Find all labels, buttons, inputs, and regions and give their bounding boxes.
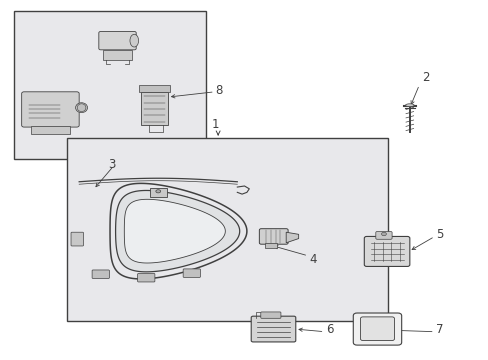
FancyBboxPatch shape (21, 92, 79, 127)
FancyBboxPatch shape (15, 11, 206, 159)
FancyBboxPatch shape (352, 313, 401, 345)
Text: 7: 7 (435, 323, 443, 337)
Ellipse shape (381, 232, 386, 236)
Polygon shape (285, 232, 298, 243)
FancyBboxPatch shape (251, 316, 295, 342)
FancyBboxPatch shape (260, 312, 280, 318)
FancyBboxPatch shape (360, 317, 394, 341)
Polygon shape (124, 199, 225, 263)
Text: 1: 1 (212, 118, 219, 131)
Text: 6: 6 (325, 323, 333, 337)
FancyBboxPatch shape (67, 138, 387, 321)
FancyBboxPatch shape (149, 188, 166, 197)
FancyBboxPatch shape (259, 229, 287, 244)
FancyBboxPatch shape (99, 31, 136, 50)
FancyBboxPatch shape (264, 243, 277, 248)
Text: 2: 2 (421, 71, 428, 84)
Ellipse shape (156, 190, 160, 193)
FancyBboxPatch shape (31, 126, 69, 134)
Ellipse shape (405, 104, 413, 107)
Text: 3: 3 (107, 158, 115, 171)
FancyBboxPatch shape (183, 269, 200, 277)
Text: 8: 8 (215, 84, 223, 96)
Ellipse shape (130, 34, 138, 47)
Text: 5: 5 (435, 228, 443, 241)
FancyBboxPatch shape (137, 274, 155, 282)
FancyBboxPatch shape (92, 270, 109, 278)
Polygon shape (115, 190, 239, 272)
FancyBboxPatch shape (375, 231, 391, 239)
Text: 4: 4 (308, 253, 316, 266)
FancyBboxPatch shape (139, 85, 170, 92)
Ellipse shape (76, 103, 87, 113)
FancyBboxPatch shape (141, 92, 167, 125)
FancyBboxPatch shape (71, 232, 83, 246)
FancyBboxPatch shape (103, 50, 132, 60)
FancyBboxPatch shape (364, 237, 409, 266)
